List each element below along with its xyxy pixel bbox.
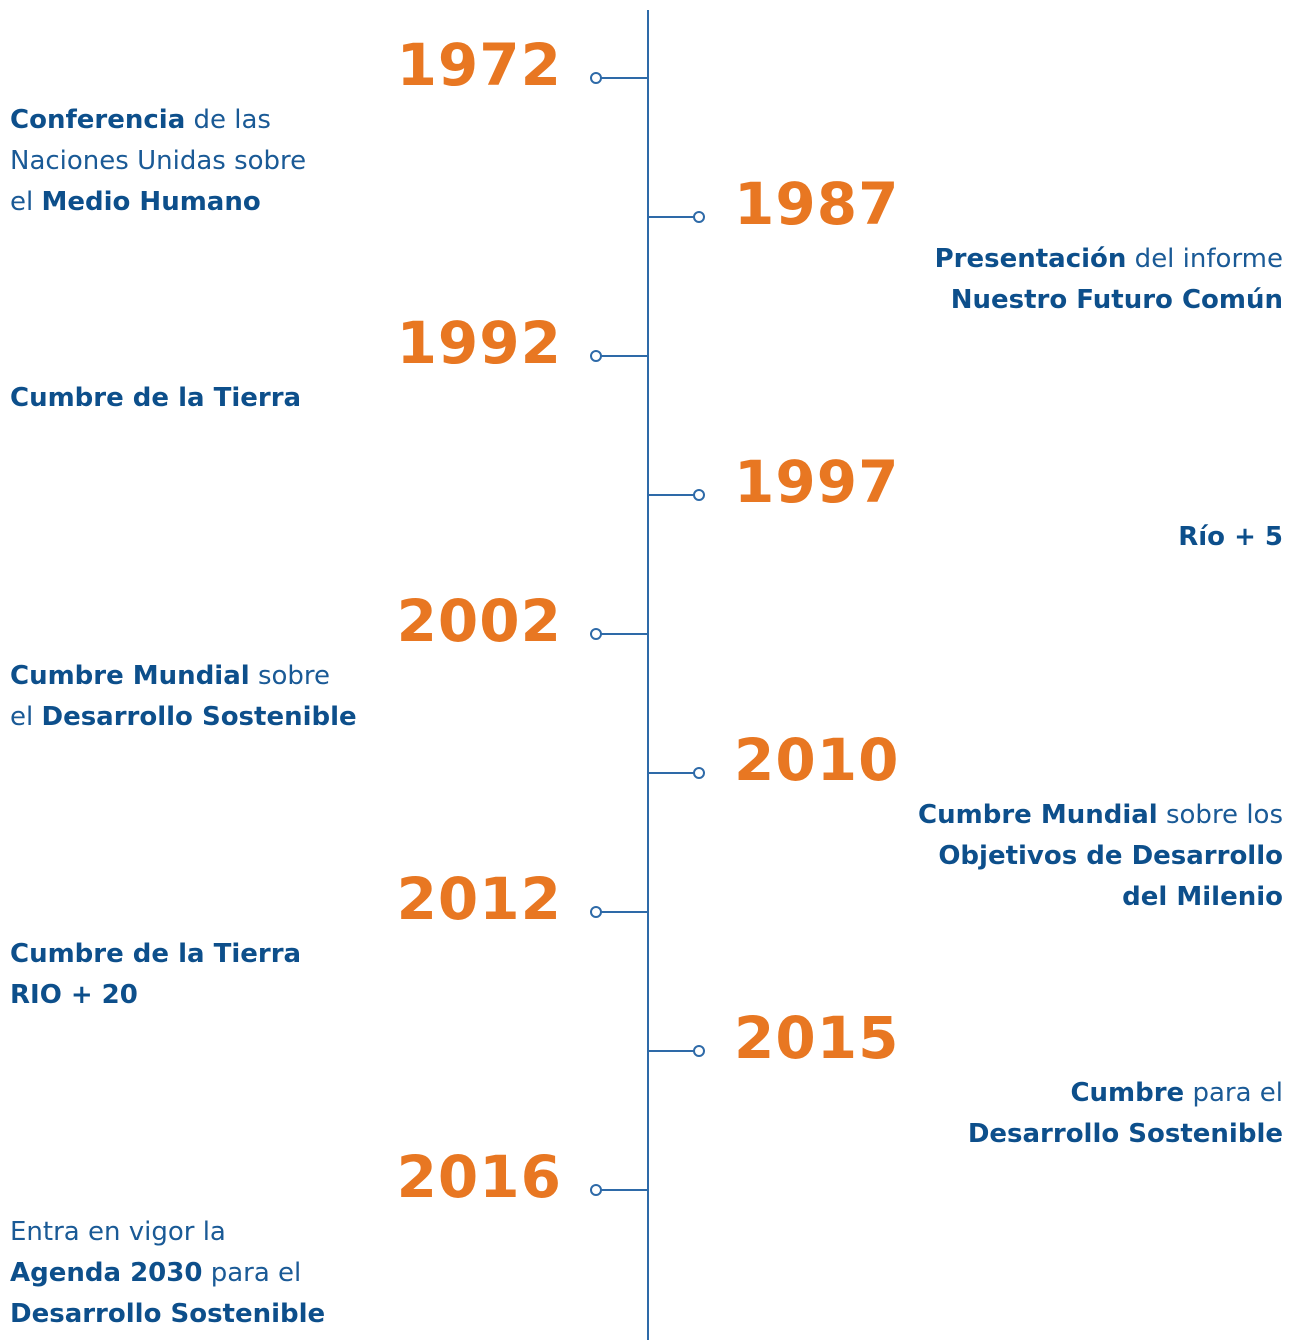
description-line: Naciones Unidas sobre (10, 141, 306, 182)
text: el (10, 702, 42, 732)
description-line: Cumbre Mundial sobre (10, 656, 357, 697)
connector-dot (693, 1045, 705, 1057)
description-line: Entra en vigor la (10, 1212, 325, 1253)
bold-text: Objetivos de Desarrollo (938, 841, 1283, 871)
description-line: Conferencia de las (10, 100, 306, 141)
connector-dot (590, 72, 602, 84)
description-line: Desarrollo Sostenible (10, 1294, 325, 1335)
bold-text: Cumbre de la Tierra (10, 939, 302, 969)
event-description: Cumbre Mundial sobre el Desarrollo Sosten… (10, 656, 357, 738)
text: de las (185, 105, 271, 135)
year: 2015 (734, 1004, 900, 1072)
description-line: Agenda 2030 para el (10, 1253, 325, 1294)
text: del informe (1126, 244, 1283, 274)
bold-text: Cumbre Mundial (10, 661, 250, 691)
bold-text: Desarrollo Sostenible (41, 702, 357, 732)
bold-text: Agenda 2030 (10, 1258, 203, 1288)
text: Entra en vigor la (10, 1217, 226, 1247)
description-line: Cumbre Mundial sobre los (918, 795, 1283, 836)
year: 1997 (734, 448, 900, 516)
event-description: Cumbre de la Tierra (10, 378, 301, 419)
event-description: Presentación del informe Nuestro Futuro C… (935, 239, 1283, 321)
description-line: Cumbre para el (968, 1073, 1283, 1114)
event-description: Río + 5 (1178, 517, 1283, 558)
event-description: Cumbre de la Tierra RIO + 20 (10, 934, 301, 1016)
bold-text: Desarrollo Sostenible (967, 1119, 1283, 1149)
description-line: Presentación del informe (935, 239, 1283, 280)
bold-text: Presentación (934, 244, 1127, 274)
year: 1992 (396, 309, 562, 377)
text: sobre los (1157, 800, 1283, 830)
description-line: del Milenio (918, 877, 1283, 918)
description-line: Nuestro Futuro Común (935, 280, 1283, 321)
bold-text: Cumbre de la Tierra (10, 383, 302, 413)
description-line: Cumbre de la Tierra (10, 378, 301, 419)
year: 1972 (396, 31, 562, 99)
description-line: RIO + 20 (10, 975, 301, 1016)
year: 2002 (396, 587, 562, 655)
connector-dot (590, 350, 602, 362)
connector-dot (693, 767, 705, 779)
year: 1987 (734, 170, 900, 238)
event-description: Entra en vigor la Agenda 2030 para el Desa… (10, 1212, 325, 1335)
description-line: Cumbre de la Tierra (10, 934, 301, 975)
bold-text: Río + 5 (1178, 522, 1283, 552)
bold-text: Cumbre Mundial (918, 800, 1158, 830)
connector-dot (590, 628, 602, 640)
description-line: Río + 5 (1178, 517, 1283, 558)
connector-dot (590, 1184, 602, 1196)
connector-dot (693, 211, 705, 223)
bold-text: Nuestro Futuro Común (950, 285, 1283, 315)
event-description: Cumbre para el Desarrollo Sostenible (968, 1073, 1283, 1155)
bold-text: del Milenio (1122, 882, 1283, 912)
text: el (10, 187, 42, 217)
bold-text: Cumbre (1070, 1078, 1185, 1108)
year: 2010 (734, 726, 900, 794)
connector-dot (693, 489, 705, 501)
bold-text: Medio Humano (41, 187, 261, 217)
bold-text: Conferencia (10, 105, 186, 135)
description-line: Objetivos de Desarrollo (918, 836, 1283, 877)
description-line: el Medio Humano (10, 182, 306, 223)
description-line: el Desarrollo Sostenible (10, 697, 357, 738)
year: 2012 (396, 865, 562, 933)
text: para el (1184, 1078, 1283, 1108)
text: sobre (249, 661, 331, 691)
text: Naciones Unidas sobre (10, 146, 307, 176)
bold-text: RIO + 20 (10, 980, 138, 1010)
bold-text: Desarrollo Sostenible (10, 1299, 326, 1329)
description-line: Desarrollo Sostenible (968, 1114, 1283, 1155)
event-description: Cumbre Mundial sobre los Objetivos de Des… (918, 795, 1283, 918)
year: 2016 (396, 1143, 562, 1211)
text: para el (202, 1258, 302, 1288)
connector-dot (590, 906, 602, 918)
event-description: Conferencia de las Naciones Unidas sobre e… (10, 100, 306, 223)
